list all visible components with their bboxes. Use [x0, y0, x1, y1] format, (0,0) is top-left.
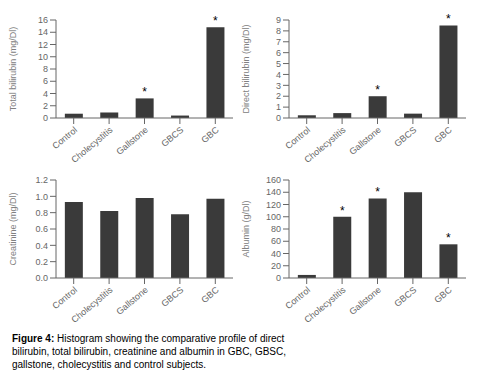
svg-text:Control: Control — [283, 285, 312, 311]
svg-text:0: 0 — [276, 113, 281, 123]
svg-text:0.0: 0.0 — [35, 273, 48, 283]
svg-text:Gallstone: Gallstone — [114, 285, 150, 317]
svg-text:120: 120 — [266, 200, 281, 210]
svg-text:4: 4 — [43, 89, 48, 99]
svg-text:GBC: GBC — [199, 284, 221, 305]
svg-text:40: 40 — [271, 249, 281, 259]
svg-text:8: 8 — [43, 64, 48, 74]
svg-text:Total bilirubin (mg/Dl): Total bilirubin (mg/Dl) — [8, 27, 18, 112]
svg-text:140: 140 — [266, 187, 281, 197]
svg-text:3: 3 — [276, 81, 281, 91]
svg-text:1: 1 — [276, 102, 281, 112]
svg-text:5: 5 — [276, 59, 281, 69]
svg-text:6: 6 — [276, 48, 281, 58]
svg-text:12: 12 — [38, 40, 48, 50]
svg-text:0.4: 0.4 — [35, 241, 48, 251]
svg-text:*: * — [446, 231, 451, 245]
svg-text:16: 16 — [38, 15, 48, 25]
svg-text:Cholecystitis: Cholecystitis — [302, 124, 348, 164]
svg-text:*: * — [340, 204, 345, 218]
svg-text:Gallstone: Gallstone — [114, 125, 150, 157]
svg-text:1.0: 1.0 — [35, 192, 48, 202]
svg-text:Creatinine (mg/Dl): Creatinine (mg/Dl) — [8, 192, 18, 265]
svg-text:4: 4 — [276, 70, 281, 80]
svg-text:0: 0 — [43, 113, 48, 123]
svg-text:*: * — [375, 83, 380, 97]
svg-text:*: * — [142, 85, 147, 99]
svg-text:0: 0 — [276, 273, 281, 283]
svg-text:*: * — [446, 12, 451, 26]
svg-text:2: 2 — [276, 91, 281, 101]
svg-text:20: 20 — [271, 261, 281, 271]
svg-text:Cholecystitis: Cholecystitis — [69, 124, 115, 164]
svg-text:160: 160 — [266, 175, 281, 185]
svg-text:Control: Control — [283, 125, 312, 151]
svg-text:GBC: GBC — [432, 284, 454, 305]
svg-text:GBCS: GBCS — [392, 285, 418, 309]
svg-text:10: 10 — [38, 52, 48, 62]
svg-text:GBCS: GBCS — [159, 125, 185, 149]
svg-text:7: 7 — [276, 37, 281, 47]
svg-text:Cholecystitis: Cholecystitis — [302, 284, 348, 324]
svg-text:1.2: 1.2 — [35, 175, 48, 185]
svg-text:60: 60 — [271, 236, 281, 246]
svg-text:8: 8 — [276, 26, 281, 36]
svg-text:14: 14 — [38, 27, 48, 37]
svg-text:GBC: GBC — [432, 124, 454, 145]
svg-text:Gallstone: Gallstone — [347, 285, 383, 317]
svg-text:Albumin (g/Dl): Albumin (g/Dl) — [241, 200, 251, 257]
svg-text:9: 9 — [276, 15, 281, 25]
svg-text:Gallstone: Gallstone — [347, 125, 383, 157]
svg-text:*: * — [213, 14, 218, 28]
svg-text:*: * — [375, 185, 380, 199]
svg-text:0.6: 0.6 — [35, 224, 48, 234]
svg-text:GBC: GBC — [199, 124, 221, 145]
svg-text:100: 100 — [266, 212, 281, 222]
svg-text:Cholecystitis: Cholecystitis — [69, 284, 115, 324]
svg-text:6: 6 — [43, 76, 48, 86]
html-text:Figure 4: Histogram showing th: Figure 4: Histogram showing the comparat… — [12, 333, 286, 370]
svg-text:Direct bilirubin (mg/Dl): Direct bilirubin (mg/Dl) — [241, 24, 251, 113]
svg-text:0.2: 0.2 — [35, 257, 48, 267]
svg-text:80: 80 — [271, 224, 281, 234]
svg-text:GBCS: GBCS — [392, 125, 418, 149]
svg-text:GBCS: GBCS — [159, 285, 185, 309]
svg-text:Control: Control — [50, 285, 79, 311]
svg-text:2: 2 — [43, 101, 48, 111]
svg-text:Control: Control — [50, 125, 79, 151]
svg-text:0.8: 0.8 — [35, 208, 48, 218]
